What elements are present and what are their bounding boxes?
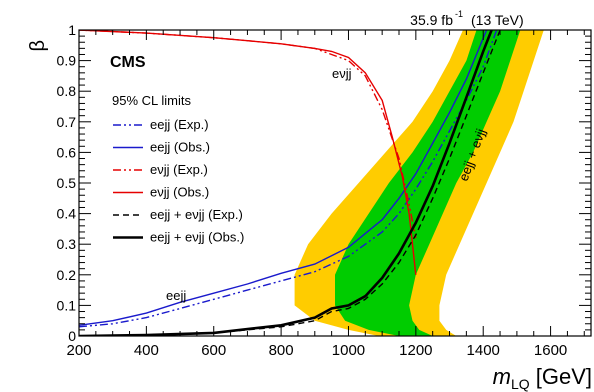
x-axis-label: mLQ [GeV]	[493, 364, 592, 392]
legend-label-4: eejj + eνjj (Exp.)	[150, 207, 243, 222]
legend-label-1: eejj (Obs.)	[150, 140, 210, 155]
series-line-3	[79, 30, 417, 275]
y-tick-label: 1	[68, 22, 76, 38]
x-tick-label: 600	[201, 342, 226, 359]
x-tick-label: 1400	[467, 342, 500, 359]
legend-title: 95% CL limits	[112, 93, 191, 108]
y-axis-label: β	[27, 40, 49, 52]
luminosity-label: 35.9 fb	[410, 12, 453, 28]
y-tick-label: 0.1	[57, 297, 77, 313]
y-tick-label: 0.5	[57, 175, 77, 191]
cms-label: CMS	[110, 54, 146, 71]
series-line-2	[79, 30, 417, 239]
legend-label-3: eνjj (Obs.)	[150, 185, 209, 200]
x-tick-label: 800	[269, 342, 294, 359]
legend-label-0: eejj (Exp.)	[150, 117, 209, 132]
y-tick-label: 0.6	[57, 144, 77, 160]
series-line-5	[79, 30, 493, 336]
y-tick-label: 0.4	[57, 206, 77, 222]
y-tick-label: 0.9	[57, 53, 77, 69]
y-tick-label: 0.7	[57, 114, 77, 130]
x-tick-label: 200	[66, 342, 91, 359]
y-tick-label: 0.8	[57, 83, 77, 99]
x-tick-label: 1200	[399, 342, 432, 359]
energy-label: (13 TeV)	[471, 12, 524, 28]
legend: 95% CL limits eejj (Exp.) eejj (Obs.) eνjj…	[112, 93, 244, 245]
series-line-1	[79, 30, 488, 326]
luminosity-exponent: -1	[455, 9, 463, 19]
evjj-annotation: eνjj	[332, 66, 352, 81]
y-tick-label: 0.2	[57, 267, 77, 283]
axis-ticks: 200 400 600 800 1000 1200 1400 1600 0 0.1 0.2 0.3 0.…	[57, 22, 591, 359]
series-line-0	[79, 30, 498, 328]
limit-curves	[79, 30, 501, 336]
x-tick-label: 1000	[332, 342, 365, 359]
series-line-4	[79, 30, 501, 336]
eejj-annotation: eejj	[166, 288, 186, 303]
band-1sigma	[335, 30, 521, 336]
y-tick-label: 0	[68, 328, 76, 344]
legend-label-2: eνjj (Exp.)	[150, 162, 208, 177]
legend-label-5: eejj + eνjj (Obs.)	[150, 230, 244, 245]
x-tick-label: 400	[134, 342, 159, 359]
y-tick-label: 0.3	[57, 236, 77, 252]
x-tick-label: 1600	[534, 342, 567, 359]
